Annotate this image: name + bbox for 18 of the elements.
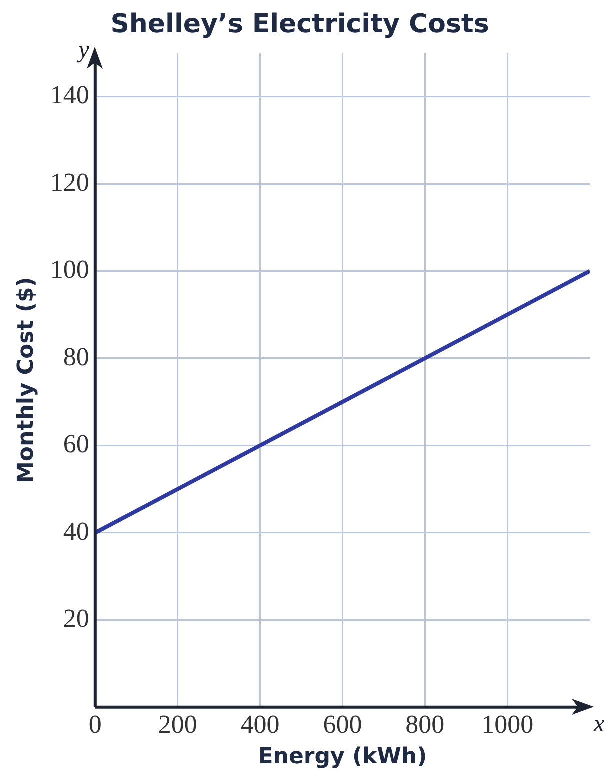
y-tick-label: 40 [63,516,90,546]
x-tick-label: 1000 [482,710,534,739]
y-tick-label: 140 [50,80,90,110]
x-tick-label: 400 [240,710,280,739]
x-axis-title: Energy (kWh) [258,744,428,770]
x-tick-label: 800 [406,710,445,739]
text: y [76,38,90,64]
x-tick-label: 600 [323,710,362,739]
y-tick-label: 20 [63,604,90,633]
y-tick-label: 80 [63,342,90,372]
chart-title: Shelley’s Electricity Costs [110,9,490,40]
x-tick-label: 200 [158,710,198,739]
text: x [593,712,605,738]
y-tick-label: 120 [50,168,90,197]
y-tick-label: 100 [50,255,90,284]
y-axis-title: Monthly Cost ($) [14,277,39,484]
y-tick-label: 60 [63,430,90,459]
x-tick-label: 0 [88,710,102,739]
